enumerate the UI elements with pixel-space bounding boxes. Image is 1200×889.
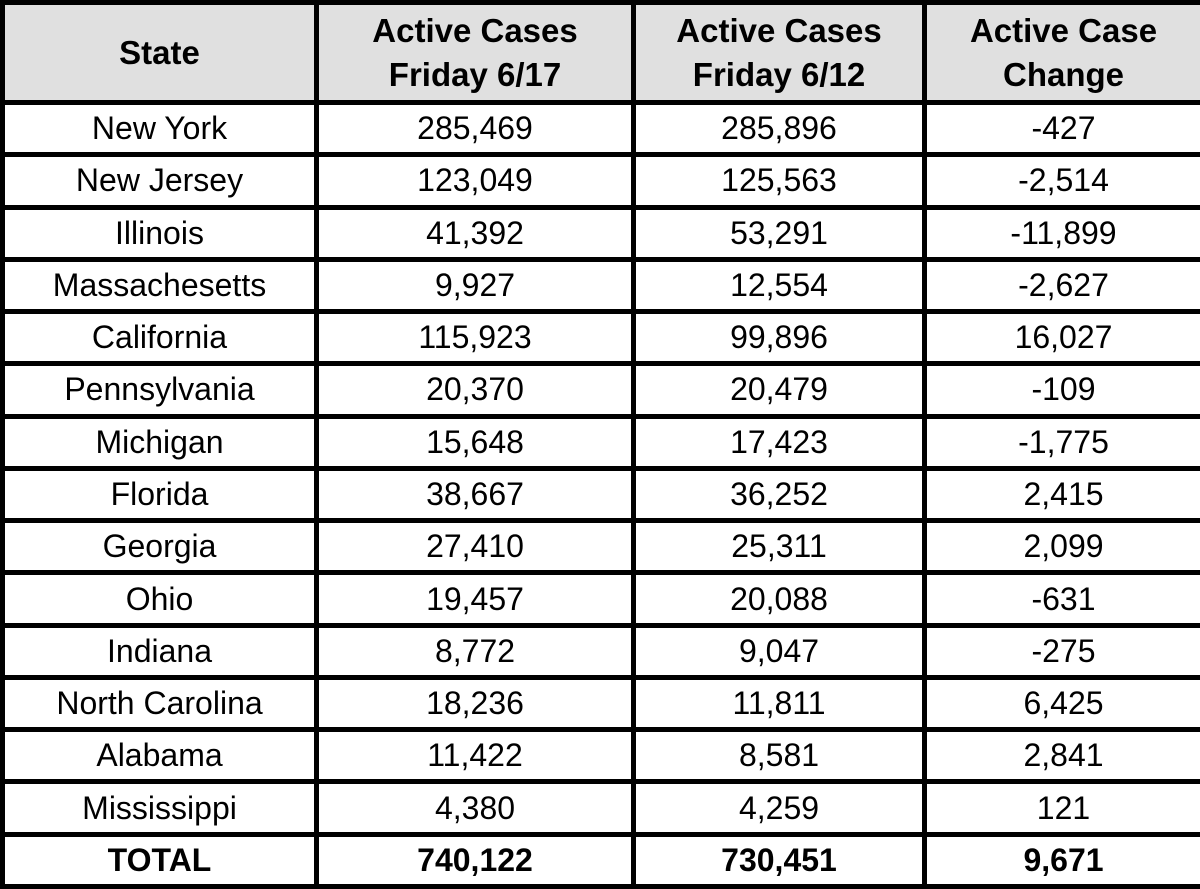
cell-state: California	[0, 309, 319, 367]
cell-state: Florida	[0, 465, 319, 524]
cell-cases-617: 20,370	[314, 361, 636, 419]
table-row: Michigan 15,648 17,423 -1,775	[0, 413, 1200, 471]
header-cases-612-line2: Friday 6/12	[692, 55, 866, 93]
cell-cases-612: 53,291	[631, 204, 927, 262]
header-change-line1: Active Case	[969, 11, 1158, 49]
cell-cases-617: 123,049	[314, 152, 636, 210]
cell-state: Mississippi	[0, 779, 319, 837]
cell-change: -275	[922, 622, 1200, 680]
cell-cases-617: 27,410	[314, 518, 636, 576]
cell-state: Georgia	[0, 518, 319, 576]
cell-change: -2,514	[922, 152, 1200, 210]
cell-change: -11,899	[922, 204, 1200, 262]
cell-cases-612: 20,479	[631, 361, 927, 419]
cell-change: 121	[922, 779, 1200, 837]
header-cases-617-line2: Friday 6/17	[388, 55, 562, 93]
header-change-line2: Change	[1002, 55, 1124, 93]
cell-state: North Carolina	[0, 674, 319, 733]
cell-state: Ohio	[0, 570, 319, 628]
cell-cases-612: 20,088	[631, 570, 927, 628]
cell-change: -109	[922, 361, 1200, 419]
cell-cases-612: 99,896	[631, 309, 927, 367]
cell-change: -1,775	[922, 413, 1200, 471]
cell-state: New York	[0, 99, 319, 158]
header-cases-612: Active Cases Friday 6/12	[631, 0, 927, 105]
cell-cases-617: 19,457	[314, 570, 636, 628]
cell-cases-617: 41,392	[314, 204, 636, 262]
header-change: Active Case Change	[922, 0, 1200, 105]
table-row: Georgia 27,410 25,311 2,099	[0, 518, 1200, 576]
header-row: State Active Cases Friday 6/17 Active Ca…	[0, 0, 1200, 105]
cell-cases-617: 8,772	[314, 622, 636, 680]
total-change: 9,671	[922, 831, 1200, 889]
cell-cases-612: 285,896	[631, 99, 927, 158]
total-cases-612: 730,451	[631, 831, 927, 889]
cell-change: 6,425	[922, 674, 1200, 733]
cell-change: 2,099	[922, 518, 1200, 576]
table-row: Ohio 19,457 20,088 -631	[0, 570, 1200, 628]
cell-cases-612: 25,311	[631, 518, 927, 576]
table-row: Massachesetts 9,927 12,554 -2,627	[0, 256, 1200, 315]
cell-state: Michigan	[0, 413, 319, 471]
cell-cases-612: 17,423	[631, 413, 927, 471]
cell-cases-617: 9,927	[314, 256, 636, 315]
cell-cases-617: 4,380	[314, 779, 636, 837]
cell-cases-612: 4,259	[631, 779, 927, 837]
cell-change: 16,027	[922, 309, 1200, 367]
table-row: New York 285,469 285,896 -427	[0, 99, 1200, 158]
cell-change: 2,841	[922, 727, 1200, 785]
cell-change: 2,415	[922, 465, 1200, 524]
cell-state: Illinois	[0, 204, 319, 262]
header-cases-612-line1: Active Cases	[676, 11, 882, 49]
cell-state: Alabama	[0, 727, 319, 785]
cell-cases-617: 15,648	[314, 413, 636, 471]
cell-state: Indiana	[0, 622, 319, 680]
cell-cases-612: 36,252	[631, 465, 927, 524]
table-row: Alabama 11,422 8,581 2,841	[0, 727, 1200, 785]
total-label: TOTAL	[0, 831, 319, 889]
header-state: State	[0, 0, 319, 105]
header-cases-617-line1: Active Cases	[372, 11, 578, 49]
table-total-row: TOTAL 740,122 730,451 9,671	[0, 831, 1200, 889]
cell-cases-617: 115,923	[314, 309, 636, 367]
table-row: North Carolina 18,236 11,811 6,425	[0, 674, 1200, 733]
cell-cases-617: 11,422	[314, 727, 636, 785]
cell-change: -427	[922, 99, 1200, 158]
table-row: Illinois 41,392 53,291 -11,899	[0, 204, 1200, 262]
header-cases-617: Active Cases Friday 6/17	[314, 0, 636, 105]
table-row: New Jersey 123,049 125,563 -2,514	[0, 152, 1200, 210]
cell-cases-612: 125,563	[631, 152, 927, 210]
cell-cases-612: 11,811	[631, 674, 927, 733]
table-row: Pennsylvania 20,370 20,479 -109	[0, 361, 1200, 419]
cell-cases-617: 285,469	[314, 99, 636, 158]
table-row: California 115,923 99,896 16,027	[0, 309, 1200, 367]
table-row: Mississippi 4,380 4,259 121	[0, 779, 1200, 837]
cell-cases-612: 12,554	[631, 256, 927, 315]
cell-cases-617: 18,236	[314, 674, 636, 733]
cell-cases-612: 8,581	[631, 727, 927, 785]
total-cases-617: 740,122	[314, 831, 636, 889]
header-state-label: State	[119, 33, 200, 71]
cell-change: -2,627	[922, 256, 1200, 315]
cell-cases-617: 38,667	[314, 465, 636, 524]
cell-change: -631	[922, 570, 1200, 628]
cell-cases-612: 9,047	[631, 622, 927, 680]
table-row: Indiana 8,772 9,047 -275	[0, 622, 1200, 680]
cell-state: Massachesetts	[0, 256, 319, 315]
table-row: Florida 38,667 36,252 2,415	[0, 465, 1200, 524]
cell-state: New Jersey	[0, 152, 319, 210]
cell-state: Pennsylvania	[0, 361, 319, 419]
